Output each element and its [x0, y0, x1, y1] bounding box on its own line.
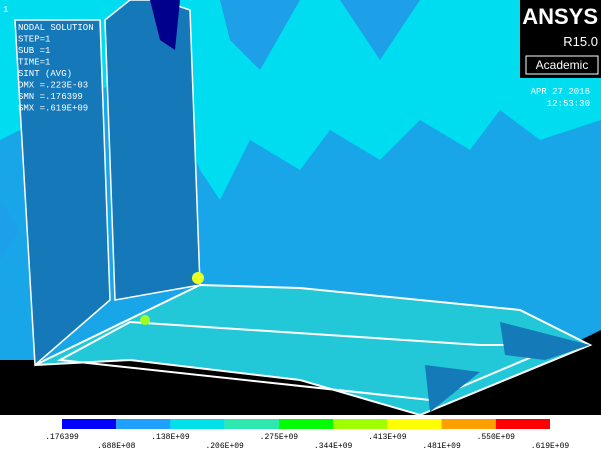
- time: 12:53:30: [547, 99, 590, 109]
- legend-swatch: [442, 419, 496, 429]
- info-line: STEP=1: [18, 35, 50, 45]
- legend-label: .688E+08: [97, 442, 136, 451]
- logo-release: R15.0: [563, 34, 598, 49]
- legend-label: .138E+09: [151, 433, 190, 442]
- info-line: SMX =.619E+09: [18, 104, 88, 114]
- info-line: SMN =.176399: [18, 92, 83, 102]
- info-line: DMX =.223E-03: [18, 81, 88, 91]
- legend-label: .481E+09: [422, 442, 461, 451]
- legend-swatch: [116, 419, 170, 429]
- logo-name: ANSYS: [522, 4, 598, 29]
- legend-swatch: [279, 419, 333, 429]
- hotspot: [192, 272, 204, 284]
- legend-label: .275E+09: [260, 433, 299, 442]
- legend-swatch: [62, 419, 116, 429]
- legend-label: .550E+09: [477, 433, 516, 442]
- date: APR 27 2016: [531, 87, 590, 97]
- plot-index: 1: [3, 5, 8, 15]
- ansys-viewport: 1 NODAL SOLUTION STEP=1SUB =1 TIME=1SINT (…: [0, 0, 601, 454]
- info-line: TIME=1: [18, 58, 50, 68]
- logo-edition: Academic: [536, 58, 589, 72]
- legend-label: .413E+09: [368, 433, 407, 442]
- contour-plot: 1 NODAL SOLUTION STEP=1SUB =1 TIME=1SINT (…: [0, 0, 601, 454]
- legend-swatch: [333, 419, 387, 429]
- legend-swatch: [496, 419, 550, 429]
- legend: .176399 .688E+08 .138E+09 .206E+09 .275E+09.…: [45, 419, 569, 451]
- legend-label: .206E+09: [205, 442, 244, 451]
- legend-label: .176399: [45, 433, 79, 442]
- info-line: SUB =1: [18, 46, 50, 56]
- legend-swatch: [387, 419, 441, 429]
- legend-label: .619E+09: [531, 442, 570, 451]
- fin: [105, 0, 200, 300]
- hotspot: [140, 315, 150, 325]
- legend-swatch: [225, 419, 279, 429]
- legend-label: .344E+09: [314, 442, 353, 451]
- info-line: SINT (AVG): [18, 69, 72, 79]
- info-line: NODAL SOLUTION: [18, 23, 94, 33]
- legend-swatch: [170, 419, 224, 429]
